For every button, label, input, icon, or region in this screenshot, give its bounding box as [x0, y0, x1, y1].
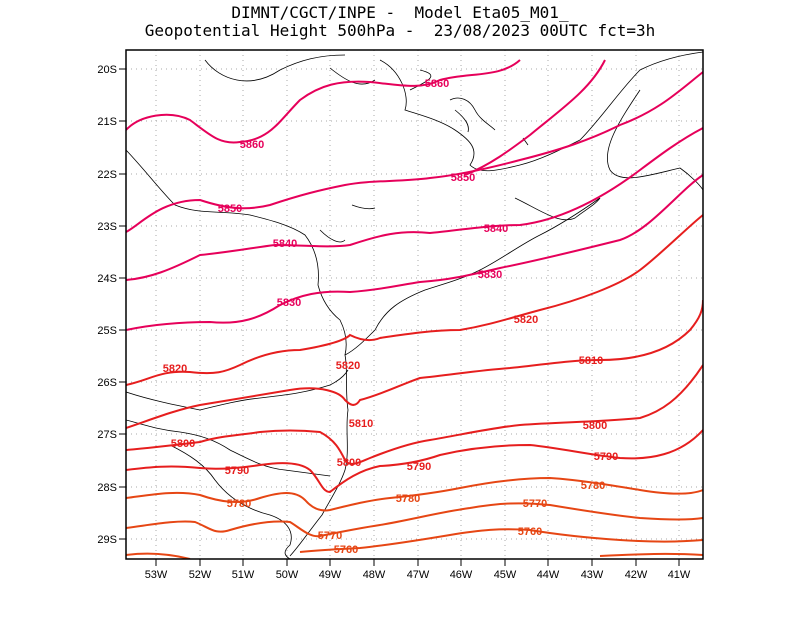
contour-label: 5760 [518, 526, 542, 538]
contour-5830 [126, 174, 703, 331]
y-axis-labels: 20S 21S 22S 23S 24S 25S 26S 27S 28S 29S [97, 64, 117, 546]
contour-label: 5840 [484, 223, 508, 235]
x-tick-label: 46W [450, 569, 473, 581]
contour-5840 [126, 127, 703, 281]
contour-5790 [126, 429, 703, 494]
contour-label: 5800 [337, 457, 361, 469]
contour-label: 5800 [171, 438, 195, 450]
contour-label: 5770 [318, 530, 342, 542]
y-tick-label: 28S [97, 482, 117, 494]
contour-label: 5780 [396, 493, 420, 505]
contour-label: 5790 [225, 465, 249, 477]
contour-label: 5830 [277, 297, 301, 309]
x-tick-label: 52W [189, 569, 212, 581]
x-tick-label: 48W [363, 569, 386, 581]
y-tick-label: 29S [97, 534, 117, 546]
x-tick-label: 51W [232, 569, 255, 581]
contour-5750-fragment-west [126, 552, 191, 559]
contour-5780 [126, 476, 703, 512]
contour-label: 5850 [218, 203, 242, 215]
x-tick-label: 47W [407, 569, 430, 581]
contour-label: 5810 [349, 418, 373, 430]
contour-label: 5770 [523, 498, 547, 510]
map-title: DIMNT/CGCT/INPE - Model Eta05_M01_ Geopo… [0, 4, 800, 40]
contour-5770 [126, 502, 703, 538]
title-line-1: DIMNT/CGCT/INPE - Model Eta05_M01_ [231, 3, 569, 22]
y-tick-label: 21S [97, 116, 117, 128]
contour-label: 5780 [227, 498, 251, 510]
plot-frame [125, 49, 704, 560]
contour-label: 5860 [425, 78, 449, 90]
x-tick-label: 50W [276, 569, 299, 581]
x-tick-label: 53W [145, 569, 168, 581]
y-tick-label: 27S [97, 429, 117, 441]
contour-5850 [126, 71, 703, 233]
title-line-2: Geopotential Height 500hPa - 23/08/2023 … [144, 21, 656, 40]
contour-lines [126, 59, 703, 559]
contour-5760 [299, 528, 703, 553]
tick-marks [119, 68, 680, 566]
contour-label: 5800 [583, 420, 607, 432]
contour-label: 5760 [334, 544, 358, 556]
coastline-and-borders [126, 51, 703, 559]
contour-label: 5860 [240, 139, 264, 151]
y-tick-label: 26S [97, 377, 117, 389]
x-tick-label: 43W [581, 569, 604, 581]
x-axis-labels: 53W 52W 51W 50W 49W 48W 47W 46W 45W 44W … [145, 569, 691, 581]
contour-label: 5820 [514, 314, 538, 326]
contour-5800-west [126, 364, 703, 465]
y-tick-label: 22S [97, 169, 117, 181]
y-tick-label: 20S [97, 64, 117, 76]
contour-label: 5820 [163, 363, 187, 375]
contour-label: 5810 [579, 355, 603, 367]
y-tick-label: 23S [97, 221, 117, 233]
contour-5810 [126, 299, 703, 429]
contour-5820 [126, 214, 703, 386]
contour-label: 5830 [478, 269, 502, 281]
y-tick-label: 25S [97, 325, 117, 337]
contour-5860-east [464, 59, 606, 176]
contour-5860-west [126, 59, 521, 144]
contour-label: 5790 [594, 451, 618, 463]
x-tick-label: 44W [537, 569, 560, 581]
x-tick-label: 45W [494, 569, 517, 581]
contour-label: 5850 [451, 172, 475, 184]
x-tick-label: 42W [625, 569, 648, 581]
contour-label: 5780 [581, 480, 605, 492]
x-tick-label: 49W [319, 569, 342, 581]
contour-labels: 5860 5860 5850 5850 5840 5840 5830 5830 … [163, 78, 618, 556]
contour-label: 5840 [273, 238, 297, 250]
contour-label: 5820 [336, 360, 360, 372]
contour-label: 5790 [407, 461, 431, 473]
x-tick-label: 41W [668, 569, 691, 581]
contour-5750-fragment-east [599, 552, 703, 557]
y-tick-label: 24S [97, 273, 117, 285]
